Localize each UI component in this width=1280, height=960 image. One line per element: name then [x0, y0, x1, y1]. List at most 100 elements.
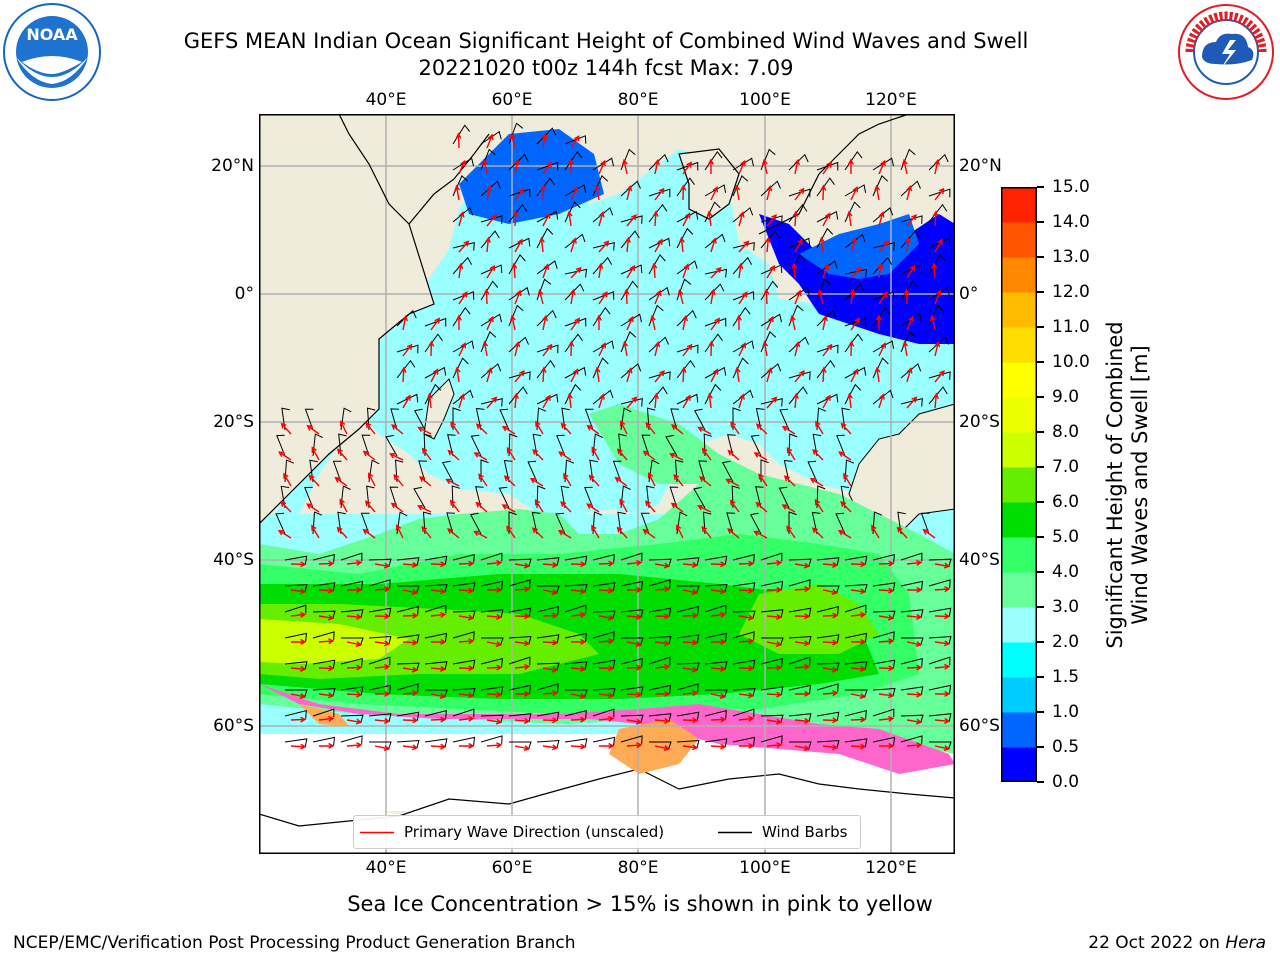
- wave-arrow: [346, 664, 363, 671]
- wave-arrow: [818, 236, 825, 253]
- wave-arrow: [426, 392, 433, 409]
- wind-barb: [564, 710, 587, 719]
- wind-barb: [750, 434, 762, 457]
- wind-barb: [900, 215, 923, 224]
- wave-arrow: [542, 717, 559, 724]
- wind-barb: [284, 661, 308, 670]
- wave-arrow: [710, 611, 727, 618]
- wave-arrow: [906, 559, 923, 566]
- wind-barb: [676, 344, 699, 354]
- wave-arrow: [542, 394, 551, 409]
- wave-arrow: [395, 524, 404, 539]
- wind-barb: [592, 610, 616, 620]
- wind-barb: [312, 708, 335, 718]
- wave-arrow: [738, 692, 755, 699]
- wind-barb: [480, 215, 503, 224]
- wave-arrow: [570, 743, 587, 750]
- wind-barb: [676, 260, 698, 275]
- wind-barb: [760, 609, 784, 618]
- wave-arrow: [875, 314, 882, 331]
- wind-barb: [844, 233, 866, 249]
- wave-arrow: [878, 665, 895, 672]
- wind-barb: [480, 180, 501, 197]
- wind-barb: [665, 434, 678, 457]
- wave-arrow: [794, 187, 805, 201]
- wind-barb: [841, 407, 850, 431]
- wave-arrow: [591, 446, 600, 461]
- wave-arrow: [878, 393, 885, 409]
- wind-barb: [788, 579, 811, 588]
- colorbar-tick-mark: [1037, 606, 1044, 608]
- wave-arrow: [486, 315, 494, 331]
- wave-arrow: [390, 502, 404, 513]
- wind-barb: [592, 708, 615, 718]
- colorbar-segment: [1001, 327, 1037, 363]
- wave-arrow: [563, 472, 572, 487]
- wind-barb: [844, 317, 867, 327]
- wind-barb: [788, 336, 809, 353]
- wave-arrow: [794, 613, 811, 620]
- wind-barb: [508, 558, 532, 568]
- wind-barb: [564, 583, 588, 593]
- wind-barb: [788, 656, 811, 666]
- wave-arrow: [680, 366, 687, 383]
- wave-arrow: [486, 264, 496, 279]
- wave-arrow: [542, 161, 553, 175]
- wave-arrow: [874, 366, 881, 383]
- wave-arrow: [402, 343, 413, 357]
- wave-arrow: [591, 524, 600, 539]
- wave-arrow: [318, 665, 335, 672]
- wave-arrow: [402, 717, 419, 724]
- wind-barb: [537, 585, 560, 594]
- wave-arrow: [514, 745, 531, 751]
- lat-tick-right: 20°N: [959, 156, 1002, 176]
- wave-arrow: [850, 638, 867, 645]
- wave-arrow: [473, 530, 488, 539]
- wave-arrow: [402, 639, 419, 646]
- wind-barb: [564, 135, 587, 145]
- wind-barb: [394, 459, 404, 483]
- wind-barb: [452, 582, 476, 591]
- wave-arrow: [402, 394, 411, 409]
- wave-arrow: [654, 289, 662, 305]
- wind-barb: [844, 268, 868, 278]
- wave-arrow: [336, 526, 348, 539]
- wave-arrow: [318, 560, 335, 567]
- wave-arrow: [486, 184, 493, 201]
- wave-arrow: [811, 527, 824, 539]
- wind-barb: [816, 344, 839, 354]
- wave-arrow: [598, 393, 605, 409]
- wave-arrow: [374, 745, 391, 751]
- wind-barb: [900, 180, 921, 197]
- wave-arrow: [934, 187, 945, 201]
- lat-tick-right: 60°S: [959, 716, 1000, 736]
- wave-arrow: [791, 262, 798, 279]
- sea-ice-orange-west: [299, 704, 349, 726]
- wave-arrow: [738, 587, 755, 594]
- lat-tick-right: 20°S: [959, 412, 1000, 432]
- wind-barb: [503, 459, 513, 483]
- wave-arrow: [906, 641, 923, 647]
- wind-barb: [508, 635, 532, 645]
- wave-arrow: [738, 665, 755, 672]
- wave-arrow: [595, 314, 602, 331]
- wind-barb: [480, 714, 504, 724]
- wind-barb: [648, 336, 669, 353]
- wind-barb: [561, 407, 570, 431]
- wave-arrow: [850, 186, 858, 201]
- wind-barb: [368, 579, 391, 588]
- wind-barb: [564, 632, 588, 642]
- wind-barb: [368, 684, 392, 694]
- wave-arrow: [542, 263, 550, 279]
- wave-arrow: [280, 500, 292, 513]
- colorbar-segment: [1001, 607, 1037, 643]
- wave-arrow: [290, 638, 307, 645]
- wave-arrow: [290, 693, 307, 699]
- wave-arrow: [906, 315, 914, 331]
- map-frame: [259, 114, 955, 854]
- wind-barb: [275, 512, 286, 535]
- colorbar-tick-label: 10.0: [1052, 352, 1090, 372]
- wind-barb: [755, 407, 765, 431]
- wave-arrow: [402, 612, 419, 619]
- wind-barb: [620, 264, 643, 275]
